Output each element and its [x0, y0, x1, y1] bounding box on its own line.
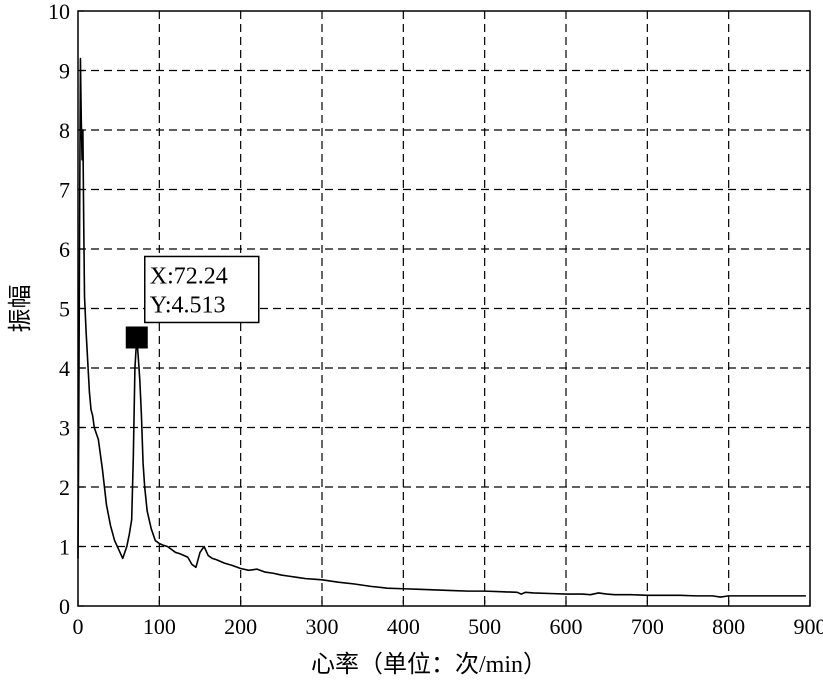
y-tick-label: 5 — [59, 297, 70, 322]
datatip-y-text: Y:4.513 — [150, 292, 226, 318]
tick-labels: 0 100 200 300 400 500 600 700 800 900 0 1 2 3 4 5 6 7 8 9 10 — [48, 0, 823, 639]
x-axis-label: 心率（单位：次/min） — [311, 651, 547, 678]
datatip-x-text: X:72.24 — [150, 263, 228, 289]
x-tick-label: 500 — [468, 614, 501, 639]
y-tick-label: 2 — [59, 475, 70, 500]
x-tick-label: 700 — [631, 614, 664, 639]
datatip-rect — [144, 255, 260, 324]
y-tick-label: 10 — [48, 0, 70, 24]
x-tick-label: 800 — [712, 614, 745, 639]
y-tick-label: 8 — [59, 118, 70, 143]
x-tick-label: 600 — [550, 614, 583, 639]
y-axis-label: 振幅 — [7, 285, 34, 333]
x-tick-label: 100 — [143, 614, 176, 639]
x-tick-label: 300 — [306, 614, 339, 639]
y-tick-label: 4 — [59, 356, 70, 381]
x-tick-label: 0 — [73, 614, 84, 639]
x-tick-label: 400 — [387, 614, 420, 639]
x-tick-label: 200 — [224, 614, 257, 639]
y-tick-label: 9 — [59, 59, 70, 84]
datatip-box[interactable]: X:72.24 Y:4.513 — [144, 255, 260, 324]
y-tick-label: 6 — [59, 237, 70, 262]
y-tick-label: 3 — [59, 416, 70, 441]
series-line — [77, 57, 806, 598]
x-tick-label: 900 — [794, 614, 823, 639]
y-tick-label: 0 — [59, 594, 70, 619]
y-tick-label: 1 — [59, 535, 70, 560]
datatip-marker[interactable] — [125, 326, 148, 349]
y-tick-label: 7 — [59, 178, 70, 203]
